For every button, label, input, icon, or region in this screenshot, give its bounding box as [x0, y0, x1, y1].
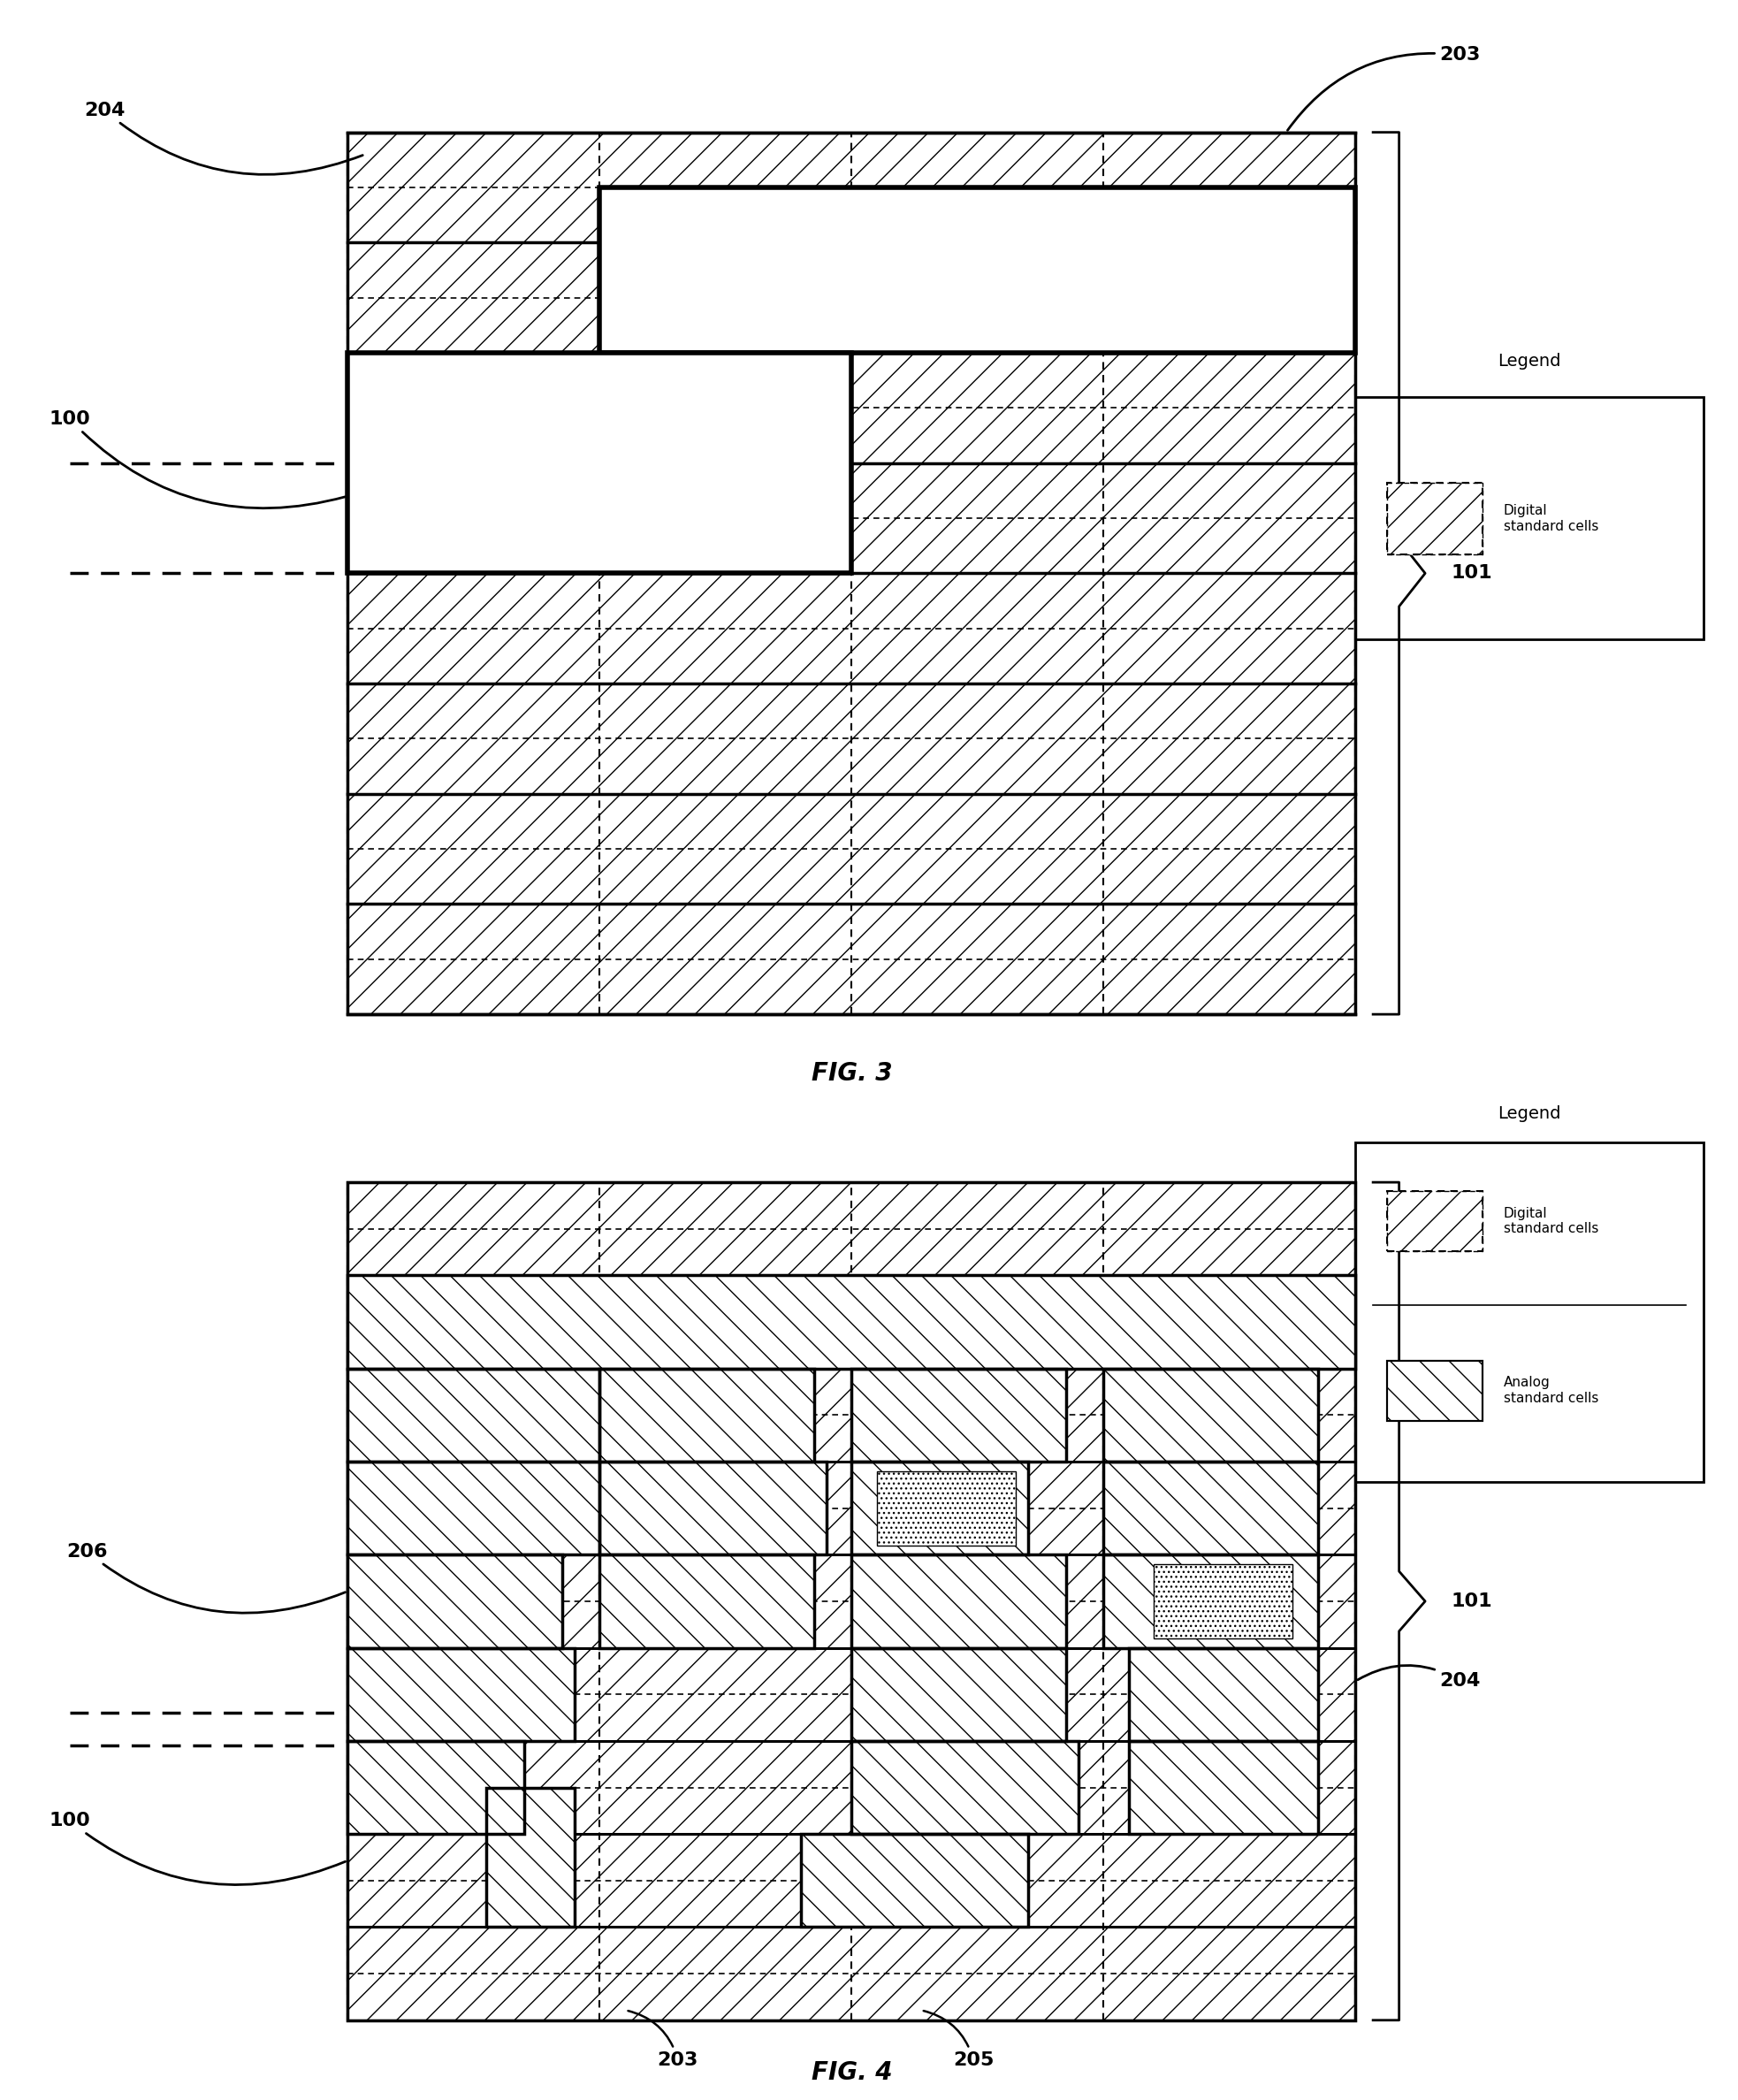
Bar: [1154, 1564, 1293, 1638]
Bar: [1387, 483, 1483, 554]
Bar: [348, 1648, 574, 1741]
Bar: [348, 1369, 600, 1462]
Bar: [1387, 1191, 1483, 1252]
Bar: [1104, 1554, 1317, 1648]
Bar: [852, 1741, 1079, 1833]
Bar: [348, 1369, 600, 1462]
Bar: [1387, 1361, 1483, 1420]
Text: 100: 100: [49, 410, 346, 508]
Bar: [852, 1554, 1065, 1648]
Bar: [600, 1462, 827, 1554]
Text: 101: 101: [1451, 565, 1493, 582]
Bar: [852, 1462, 1029, 1554]
Bar: [348, 1741, 525, 1833]
Bar: [852, 1741, 1079, 1833]
Bar: [876, 1470, 1015, 1546]
Text: 203: 203: [627, 2012, 699, 2068]
Text: 101: 101: [1451, 1592, 1493, 1611]
Bar: [600, 1554, 813, 1648]
Text: 203: 203: [1288, 46, 1481, 130]
Bar: [1387, 1361, 1483, 1420]
Bar: [852, 1554, 1065, 1648]
Bar: [1387, 1191, 1483, 1252]
Bar: [348, 1182, 1356, 2020]
Text: FIG. 3: FIG. 3: [812, 1060, 892, 1086]
Bar: [1130, 1741, 1317, 1833]
Bar: [852, 1648, 1065, 1741]
Bar: [1130, 1741, 1317, 1833]
Bar: [348, 1462, 600, 1554]
Bar: [600, 1369, 813, 1462]
Bar: [852, 1369, 1065, 1462]
Bar: [852, 1369, 1065, 1462]
Bar: [348, 132, 1356, 1014]
Bar: [1356, 397, 1703, 638]
Text: 100: 100: [49, 1812, 346, 1886]
Text: Legend: Legend: [1498, 353, 1561, 370]
Bar: [1104, 1462, 1317, 1554]
Bar: [348, 1554, 561, 1648]
Bar: [348, 1554, 561, 1648]
Bar: [1104, 1462, 1317, 1554]
Bar: [348, 132, 1356, 1014]
Bar: [1104, 1369, 1317, 1462]
Text: 205: 205: [923, 2012, 994, 2068]
Bar: [600, 187, 1356, 353]
Bar: [600, 1554, 813, 1648]
Bar: [852, 1648, 1065, 1741]
Text: Analog
standard cells: Analog standard cells: [1503, 1376, 1599, 1405]
Bar: [1104, 1369, 1317, 1462]
Bar: [1130, 1648, 1317, 1741]
Text: 206: 206: [66, 1544, 346, 1613]
Bar: [801, 1833, 1029, 1928]
Bar: [801, 1833, 1029, 1928]
Bar: [348, 1648, 574, 1741]
Text: Digital
standard cells: Digital standard cells: [1503, 1208, 1599, 1235]
Bar: [1104, 1554, 1317, 1648]
Bar: [348, 1182, 1356, 2020]
Bar: [348, 1462, 600, 1554]
Bar: [487, 1787, 574, 1928]
Bar: [348, 1275, 1356, 1369]
Bar: [852, 1462, 1029, 1554]
Bar: [348, 1741, 525, 1833]
Text: 204: 204: [83, 101, 363, 174]
Bar: [1356, 1142, 1703, 1483]
Text: Legend: Legend: [1498, 1105, 1561, 1121]
Bar: [1387, 483, 1483, 554]
Bar: [348, 353, 852, 573]
Text: Digital
standard cells: Digital standard cells: [1503, 504, 1599, 533]
Bar: [1130, 1648, 1317, 1741]
Bar: [487, 1787, 574, 1928]
Bar: [600, 1462, 827, 1554]
Text: FIG. 4: FIG. 4: [812, 2060, 892, 2085]
Text: 204: 204: [1357, 1665, 1481, 1690]
Bar: [348, 1275, 1356, 1369]
Bar: [600, 1369, 813, 1462]
